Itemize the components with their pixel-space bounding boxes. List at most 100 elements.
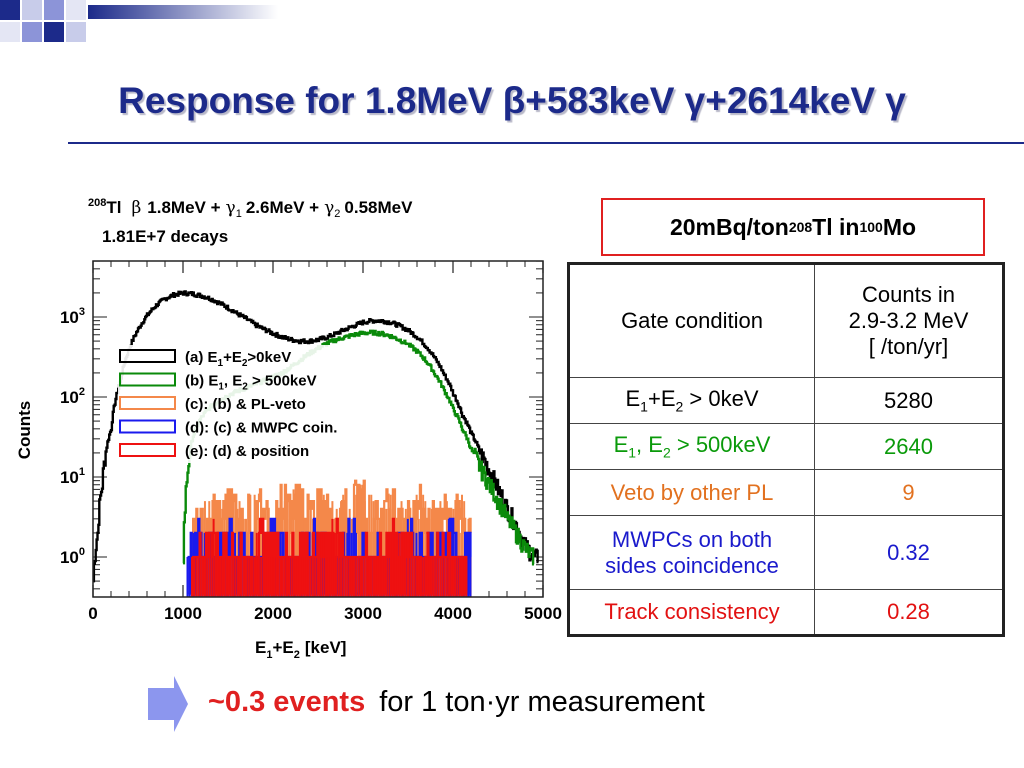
cond-a: E [625,386,641,412]
y-tick-label: 100 [60,546,85,567]
cond-c: > 0keV [683,386,759,412]
header-gamma2-sub: 2 [334,208,340,220]
x-axis-label: E1+E2 [keV] [255,638,346,661]
xlabel-sub1: 1 [266,649,272,661]
spectrum-chart: 208Tl β 1.8MeV + γ1 2.6MeV + γ2 0.58MeV 1.81E+… [15,197,562,661]
series-layer [92,290,539,597]
table-row: E1+E2 > 0keV 5280 [568,377,1004,424]
header-gamma2-energy: 0.58MeV [344,198,413,217]
conclusion-highlight: ~0.3 events [208,686,366,718]
row-condition: Veto by other PL [568,469,815,516]
table-header-row: Gate condition Counts in 2.9-3.2 MeV [ /… [568,263,1004,378]
legend-swatch [119,396,176,410]
series-0 [92,290,539,583]
header-counts-line1: Counts in [862,282,955,308]
gate-condition-table: Gate condition Counts in 2.9-3.2 MeV [ /… [567,262,1005,637]
table-row: E1, E2 > 500keV 2640 [568,423,1004,470]
arrow-icon [148,676,188,732]
header-counts-line3: [ /ton/yr] [868,333,949,359]
x-tick-label: 1000 [164,604,202,623]
legend-label: (d): (c) & MWPC coin. [185,420,337,437]
deco-square [0,0,20,20]
cond-line1: MWPCs on both [611,526,773,552]
header-counts-line2: 2.9-3.2 MeV [848,308,969,334]
info-iso2: 100 [859,219,883,235]
row-value: 9 [814,469,1004,516]
info-iso1: 208 [788,219,813,235]
xlabel-e: E [255,638,266,657]
header-gate-condition: Gate condition [568,263,815,378]
row-value: 0.32 [814,515,1004,590]
legend-label: (a) E1+E2>0keV [185,349,291,369]
info-el1: Tl in [812,213,860,240]
legend-swatch [119,443,176,457]
source-activity-box: 20mBq/ton 208 Tl in 100 Mo [601,198,985,256]
chart-legend: (a) E1+E2>0keV (b) E1, E2 > 500keV (c): (b… [118,345,408,463]
xlabel-plus: +E [272,638,293,657]
table-row: Track consistency 0.28 [568,589,1004,636]
cond-c: > 500keV [670,432,771,458]
row-condition: E1, E2 > 500keV [568,423,815,470]
chart-header-line1: 208Tl β 1.8MeV + γ1 2.6MeV + γ2 0.58MeV [88,197,413,220]
cond-line2: sides coincidence [605,552,779,578]
legend-label: (e): (d) & position [185,443,309,460]
header-beta-energy: 1.8MeV + [147,198,220,217]
header-gamma2: γ [324,198,334,218]
table-row: MWPCs on both sides coincidence 0.32 [568,515,1004,590]
arrow-shape [148,676,188,732]
info-prefix: 20mBq/ton [669,213,789,240]
title-underline [68,142,1024,144]
y-tick-label: 102 [60,386,85,407]
xlabel-unit: [keV] [305,638,347,657]
deco-square [22,0,42,20]
x-tick-label: 2000 [254,604,292,623]
y-tick-labels: 100 101 102 103 [60,306,85,567]
row-condition: Track consistency [568,589,815,636]
header-element: Tl [106,198,121,217]
slide-title: Response for 1.8MeV β+583keV γ+2614keV γ [118,80,906,121]
header-gamma1-energy: 2.6MeV + [246,198,319,217]
row-condition: MWPCs on both sides coincidence [568,515,815,590]
row-value: 0.28 [814,589,1004,636]
cond-sub2: 2 [675,398,684,415]
legend-label: (b) E1, E2 > 500keV [185,373,317,393]
y-tick-label: 103 [60,306,85,327]
row-value: 2640 [814,423,1004,470]
legend-label: (c): (b) & PL-veto [185,396,306,413]
header-gamma1: γ [226,198,236,218]
series-line [92,290,539,583]
cond-b: +E [647,386,676,412]
corner-decoration [0,0,278,42]
deco-square [44,0,64,20]
cond-b: , E [636,432,663,458]
deco-gradient-bar [88,5,278,19]
legend-swatch [119,419,176,434]
header-counts: Counts in 2.9-3.2 MeV [ /ton/yr] [814,263,1004,378]
cond-sub2: 2 [662,444,671,461]
info-el2: Mo [882,213,917,240]
header-beta: β [131,198,141,218]
deco-square [66,0,86,20]
legend-swatch [119,349,176,363]
y-tick-label: 101 [60,466,85,487]
deco-square [0,22,20,42]
table-row: Veto by other PL 9 [568,469,1004,516]
deco-square [44,22,64,42]
chart-header-line2: 1.81E+7 decays [102,227,228,246]
x-tick-label: 5000 [524,604,562,623]
series-4 [191,517,468,597]
deco-square [66,22,86,42]
legend-swatch [119,372,176,387]
cond-sub1: 1 [628,444,637,461]
x-tick-label: 3000 [344,604,382,623]
row-condition: E1+E2 > 0keV [568,377,815,424]
header-gamma1-sub: 1 [236,208,242,220]
x-tick-label: 4000 [434,604,472,623]
xlabel-sub2: 2 [294,649,300,661]
plot-frame [92,260,544,598]
x-tick-labels: 0 1000 2000 3000 4000 5000 [88,604,562,623]
row-value: 5280 [814,377,1004,424]
conclusion-line: ~0.3 events for 1 ton·yr measurement [208,686,705,719]
y-axis-label: Counts [15,401,34,460]
header-isotope: 208 [88,197,106,209]
